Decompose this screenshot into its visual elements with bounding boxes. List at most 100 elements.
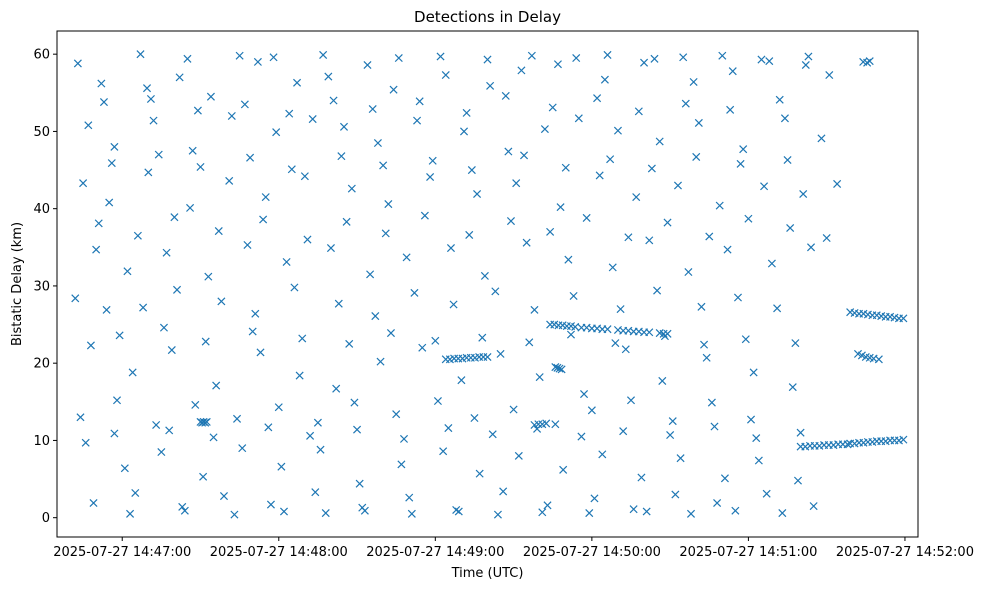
detection-marker [689, 77, 698, 87]
detection-marker [277, 462, 286, 471]
detection-marker [225, 176, 234, 185]
detection-marker [705, 232, 714, 241]
detection-marker [454, 507, 463, 516]
detection-marker [773, 304, 782, 313]
detection-marker [144, 168, 153, 177]
y-tick-label: 20 [33, 357, 50, 372]
detection-marker [718, 51, 727, 60]
x-tick-label: 2025-07-27 14:47:00 [53, 545, 191, 560]
detection-marker [679, 53, 688, 62]
detection-marker [89, 498, 98, 508]
detection-marker [246, 153, 255, 162]
detection-marker [188, 146, 197, 155]
detection-marker [530, 305, 539, 314]
detection-marker [300, 172, 309, 181]
detection-marker [637, 473, 646, 482]
detection-marker [329, 96, 338, 105]
y-axis-ticks: 0 10 20 30 40 50 60 [33, 48, 57, 526]
detection-marker [713, 498, 722, 508]
detection-marker [415, 97, 424, 106]
detection-marker [483, 55, 492, 64]
detection-marker [653, 286, 662, 295]
detection-marker [804, 52, 813, 61]
detection-marker [253, 57, 262, 66]
detection-marker [316, 445, 325, 454]
detection-marker [659, 329, 668, 338]
detection-marker [694, 118, 703, 127]
detection-marker [744, 214, 753, 223]
detection-marker [600, 75, 609, 84]
detection-marker [506, 217, 516, 226]
detection-marker [256, 348, 265, 357]
detection-marker [397, 460, 406, 469]
detection-marker [676, 454, 685, 463]
detection-marker [865, 57, 874, 66]
detection-marker [621, 345, 630, 354]
detection-marker [647, 164, 656, 173]
detection-marker [501, 91, 510, 100]
detection-marker [720, 474, 729, 483]
detection-marker [251, 309, 260, 318]
detection-marker [608, 263, 617, 272]
detection-marker [874, 355, 883, 364]
detection-marker [175, 73, 184, 82]
detection-marker [186, 203, 195, 212]
y-tick-label: 50 [33, 125, 50, 140]
detection-marker [686, 509, 696, 518]
y-tick-label: 40 [33, 202, 50, 217]
detection-marker [261, 193, 270, 202]
x-tick-label: 2025-07-27 14:48:00 [210, 545, 348, 560]
y-tick-label: 0 [42, 511, 50, 526]
detection-marker [731, 506, 740, 515]
y-tick-label: 10 [33, 434, 50, 449]
detection-marker [123, 267, 132, 276]
detection-marker [574, 114, 583, 123]
detection-marker [180, 506, 189, 515]
detection-marker [666, 431, 675, 440]
detection-marker [754, 456, 763, 465]
detection-marker [483, 352, 492, 362]
detection-marker [154, 150, 163, 159]
detection-marker [478, 333, 487, 342]
detection-marker [76, 413, 85, 422]
detection-marker [407, 509, 416, 518]
detection-marker [684, 268, 693, 277]
detection-marker [366, 270, 375, 279]
detection-marker [642, 507, 651, 516]
detection-marker [79, 179, 88, 188]
detection-marker [389, 85, 398, 94]
detection-marker [332, 384, 341, 393]
detection-marker [110, 429, 119, 438]
detection-marker [170, 213, 179, 222]
detection-marker [760, 182, 769, 191]
y-tick-label: 60 [33, 48, 50, 63]
detection-marker [202, 417, 211, 426]
detection-marker [128, 368, 137, 377]
detection-marker [436, 52, 445, 61]
detection-marker [534, 420, 543, 429]
detection-marker [193, 106, 202, 115]
detection-marker [206, 92, 215, 101]
detection-marker [342, 217, 351, 226]
detection-marker [535, 373, 544, 382]
detection-marker [165, 426, 174, 435]
detection-marker [728, 67, 737, 76]
detection-marker [201, 337, 210, 346]
detection-marker [572, 54, 581, 63]
detection-marker [556, 203, 565, 212]
detection-marker [681, 99, 690, 108]
x-tick-label: 2025-07-27 14:50:00 [523, 545, 661, 560]
detection-marker [553, 363, 562, 372]
detection-marker [767, 259, 776, 268]
detection-marker [227, 111, 236, 121]
detection-marker [663, 218, 672, 227]
detection-marker [405, 493, 414, 502]
detection-marker [240, 100, 249, 109]
detection-marker [384, 200, 393, 209]
detection-marker [783, 155, 792, 165]
detection-marker [585, 509, 594, 518]
detection-marker [739, 145, 748, 154]
detection-marker [339, 122, 349, 131]
detection-marker [136, 50, 145, 59]
